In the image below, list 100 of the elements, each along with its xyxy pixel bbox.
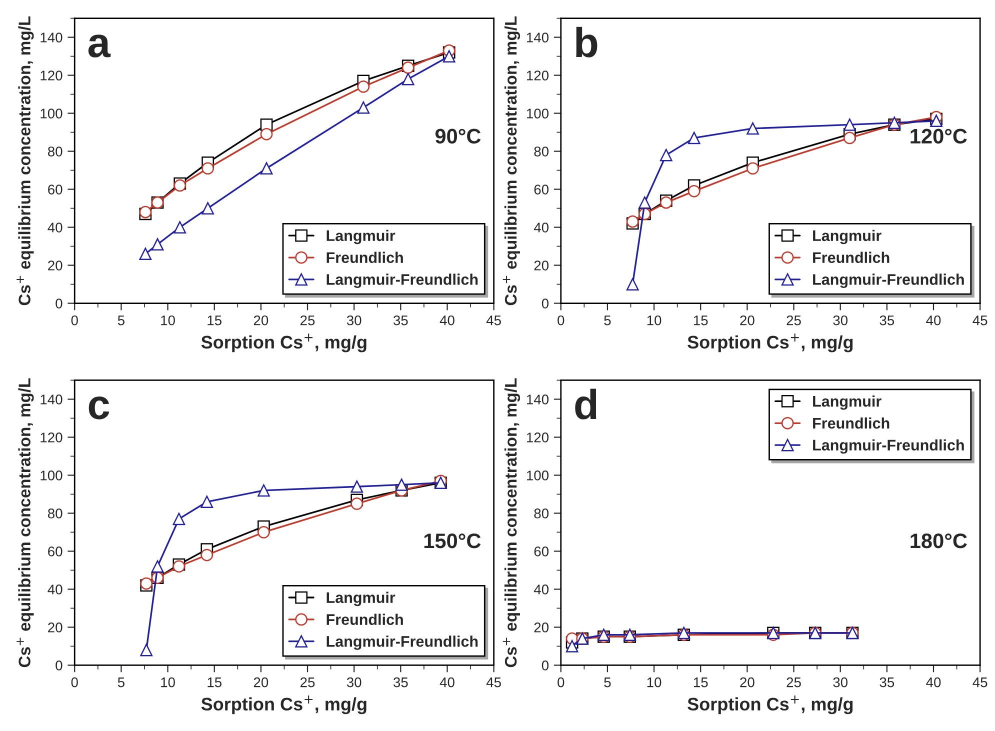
x-axis-title: Sorption Cs$^{+}$, mg/g bbox=[688, 334, 853, 352]
x-axis-title: Sorption Cs$^{+}$, mg/g bbox=[201, 334, 366, 352]
y-tick-label: 140 bbox=[526, 32, 549, 42]
y-tick-label: 100 bbox=[40, 470, 62, 480]
y-tick-label: 80 bbox=[534, 508, 549, 518]
y-axis-title: Cs$^{+}$ equilibrium concentration, mg/L bbox=[502, 378, 520, 668]
x-tick-label: 30 bbox=[346, 315, 362, 326]
y-tick-label: 120 bbox=[40, 70, 62, 80]
y-axis-title: Cs$^{+}$ equilibrium concentration, mg/L bbox=[502, 16, 520, 306]
y-tick-label: 140 bbox=[526, 394, 549, 404]
x-tick-label: 40 bbox=[440, 315, 454, 326]
x-tick-label: 35 bbox=[880, 677, 894, 688]
x-tick-label: 25 bbox=[786, 677, 801, 688]
x-tick-label: 10 bbox=[161, 677, 175, 688]
x-tick-label: 5 bbox=[118, 316, 124, 326]
legend-label: Freundlich bbox=[326, 614, 403, 625]
annotation: 90°C bbox=[435, 128, 481, 144]
y-tick-label: 0 bbox=[56, 298, 62, 308]
y-tick-label: 40 bbox=[534, 222, 549, 232]
y-axis-title: Cs$^{+}$ equilibrium concentration, mg/L bbox=[16, 378, 34, 668]
x-tick-label: 40 bbox=[926, 315, 941, 326]
y-tick-label: 0 bbox=[542, 298, 549, 308]
x-tick-label: 0 bbox=[71, 677, 78, 688]
legend-label: Freundlich bbox=[813, 252, 890, 264]
legend-label: Langmuir-Freundlich bbox=[326, 274, 478, 288]
x-tick-label: 25 bbox=[300, 315, 315, 326]
x-tick-label: 15 bbox=[208, 316, 222, 326]
y-tick-label: 120 bbox=[526, 70, 549, 80]
y-tick-label: 80 bbox=[534, 146, 549, 156]
y-tick-label: 80 bbox=[48, 508, 62, 518]
y-tick-label: 120 bbox=[526, 432, 549, 442]
x-tick-label: 10 bbox=[647, 315, 662, 326]
y-tick-label: 60 bbox=[534, 546, 549, 556]
x-tick-label: 25 bbox=[786, 315, 801, 326]
legend-label: Freundlich bbox=[813, 417, 890, 429]
x-tick-label: 35 bbox=[880, 315, 894, 326]
x-tick-label: 10 bbox=[647, 677, 662, 688]
annotation: c bbox=[88, 396, 110, 420]
y-tick-label: 60 bbox=[48, 546, 62, 556]
annotation: 120°C bbox=[910, 128, 967, 144]
legend-label: Langmuir-Freundlich bbox=[813, 274, 964, 288]
x-tick-label: 30 bbox=[346, 677, 362, 688]
x-tick-label: 15 bbox=[694, 678, 708, 688]
x-tick-label: 30 bbox=[833, 677, 848, 688]
annotation: 150°C bbox=[424, 534, 481, 548]
x-tick-label: 0 bbox=[558, 315, 564, 326]
legend-label: Freundlich bbox=[326, 252, 403, 264]
x-tick-label: 10 bbox=[161, 315, 175, 326]
y-tick-label: 100 bbox=[526, 108, 549, 118]
y-tick-label: 20 bbox=[534, 260, 549, 270]
x-tick-label: 45 bbox=[486, 316, 501, 326]
x-tick-label: 40 bbox=[440, 677, 454, 688]
y-tick-label: 60 bbox=[534, 184, 549, 194]
x-tick-label: 45 bbox=[972, 316, 988, 326]
x-tick-label: 5 bbox=[118, 678, 124, 688]
y-tick-label: 40 bbox=[48, 222, 62, 232]
x-axis-title: Sorption Cs$^{+}$, mg/g bbox=[201, 696, 366, 714]
annotation: b bbox=[576, 26, 598, 58]
x-tick-label: 45 bbox=[972, 678, 988, 688]
legend-label: Langmuir bbox=[813, 395, 882, 410]
y-tick-label: 100 bbox=[526, 470, 549, 480]
x-tick-label: 15 bbox=[208, 678, 222, 688]
x-tick-label: 25 bbox=[300, 677, 315, 688]
x-tick-label: 20 bbox=[254, 677, 268, 688]
x-tick-label: 20 bbox=[740, 315, 754, 326]
y-tick-label: 20 bbox=[48, 622, 62, 632]
legend-label: Langmuir bbox=[813, 230, 882, 244]
x-tick-label: 30 bbox=[833, 315, 848, 326]
x-tick-label: 20 bbox=[740, 677, 754, 688]
y-tick-label: 20 bbox=[48, 260, 62, 270]
annotation: d bbox=[575, 388, 596, 420]
y-tick-label: 120 bbox=[40, 432, 62, 442]
x-tick-label: 5 bbox=[604, 316, 611, 326]
x-tick-label: 35 bbox=[393, 315, 408, 326]
x-tick-label: 35 bbox=[393, 677, 408, 688]
y-tick-label: 40 bbox=[48, 584, 62, 594]
x-tick-label: 15 bbox=[694, 316, 708, 326]
x-tick-label: 5 bbox=[604, 678, 611, 688]
y-tick-label: 20 bbox=[534, 622, 549, 632]
y-tick-label: 60 bbox=[48, 184, 62, 194]
x-tick-label: 20 bbox=[254, 315, 268, 326]
y-tick-label: 80 bbox=[48, 146, 62, 156]
x-tick-label: 40 bbox=[926, 677, 941, 688]
legend-label: Langmuir-Freundlich bbox=[813, 439, 964, 454]
annotation: a bbox=[88, 34, 111, 58]
legend-label: Langmuir-Freundlich bbox=[326, 636, 478, 650]
y-tick-label: 0 bbox=[56, 660, 62, 670]
legend-label: Langmuir bbox=[326, 592, 396, 606]
y-tick-label: 140 bbox=[40, 32, 62, 42]
legend-label: Langmuir bbox=[326, 230, 396, 244]
y-tick-label: 40 bbox=[534, 584, 549, 594]
y-tick-label: 100 bbox=[40, 108, 62, 118]
x-tick-label: 0 bbox=[558, 677, 564, 688]
x-axis-title: Sorption Cs$^{+}$, mg/g bbox=[688, 696, 853, 714]
annotation: 180°C bbox=[910, 534, 967, 548]
x-tick-label: 0 bbox=[71, 315, 78, 326]
y-axis-title: Cs$^{+}$ equilibrium concentration, mg/L bbox=[16, 16, 34, 306]
x-tick-label: 45 bbox=[486, 678, 501, 688]
y-tick-label: 140 bbox=[40, 394, 62, 404]
y-tick-label: 0 bbox=[542, 660, 549, 670]
